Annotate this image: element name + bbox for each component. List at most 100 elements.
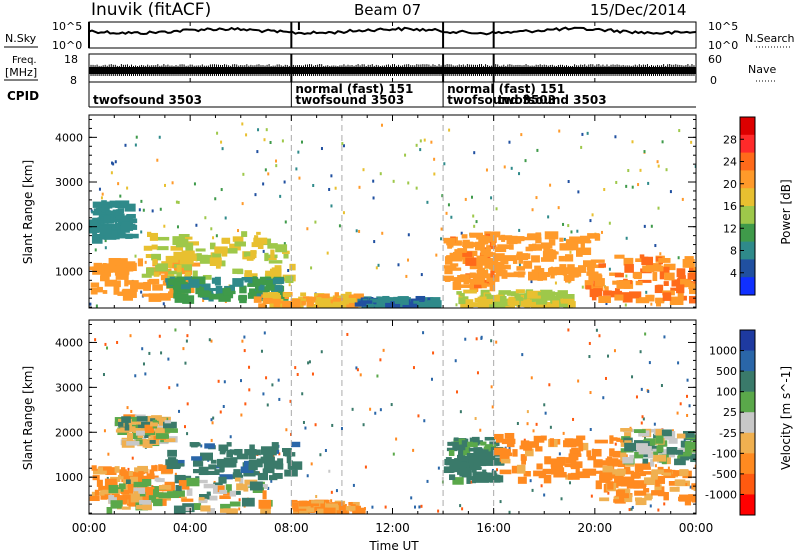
heat-cell: [460, 455, 469, 462]
heat-cell: [483, 452, 490, 461]
heat-cell: [473, 458, 487, 467]
velocity-heatmap: [89, 320, 696, 514]
heat-cell: [182, 295, 195, 304]
heat-cell: [301, 392, 304, 396]
heat-cell: [148, 293, 162, 302]
heat-cell: [341, 142, 344, 146]
heat-cell: [374, 411, 377, 415]
heat-cell: [338, 224, 341, 228]
heat-cell: [466, 278, 478, 283]
heat-cell: [264, 168, 267, 172]
heat-cell: [447, 203, 450, 207]
heat-cell: [115, 215, 126, 220]
cpid-text: twofsound 3503: [93, 93, 202, 107]
heat-cell: [101, 192, 104, 196]
heat-cell: [637, 183, 640, 187]
heat-cell: [304, 426, 307, 430]
heat-cell: [650, 459, 655, 467]
heat-cell: [384, 505, 387, 509]
heat-cell: [251, 242, 264, 248]
heat-cell: [528, 271, 539, 281]
heat-cell: [283, 451, 292, 457]
heat-cell: [538, 271, 550, 278]
heat-cell: [484, 302, 499, 308]
heat-cell: [169, 265, 177, 269]
heat-cell: [650, 471, 659, 478]
heat-cell: [466, 476, 471, 484]
heat-cell: [651, 490, 663, 496]
heat-cell: [176, 383, 179, 387]
heat-cell: [607, 491, 610, 495]
power-colorbar: 28 24 20 16 12 8 4: [723, 116, 756, 296]
heat-cell: [484, 252, 496, 257]
heat-cell: [595, 480, 602, 490]
heat-cell: [518, 255, 523, 264]
heat-cell: [181, 284, 190, 290]
heat-cell: [510, 166, 513, 170]
heat-cell: [238, 498, 241, 502]
heat-cell: [209, 287, 220, 292]
colorbar-swatch: [740, 453, 755, 475]
heat-cell: [262, 490, 267, 500]
heat-cell: [663, 263, 676, 271]
heat-cell: [177, 200, 180, 204]
heat-cell: [479, 428, 482, 432]
heat-cell: [677, 256, 680, 260]
heat-cell: [423, 419, 426, 423]
heat-cell: [607, 354, 610, 358]
colorbar-label: 20: [723, 178, 737, 191]
heat-cell: [262, 279, 273, 286]
heat-cell: [198, 498, 208, 504]
heat-cell: [215, 234, 218, 238]
heat-cell: [90, 282, 100, 288]
freq-tick-low: 8: [70, 74, 77, 87]
heat-cell: [199, 283, 211, 293]
heat-cell: [328, 469, 331, 473]
colorbar-swatch: [740, 152, 755, 171]
heat-cell: [531, 488, 534, 492]
heat-cell: [253, 289, 267, 296]
heat-cell: [158, 135, 161, 139]
heat-cell: [590, 494, 593, 498]
heat-cell: [562, 271, 568, 276]
heat-cell: [289, 263, 296, 271]
heat-cell: [622, 456, 634, 464]
heat-cell: [204, 216, 207, 220]
heat-cell: [108, 257, 121, 266]
heat-cell: [108, 494, 115, 504]
heat-cell: [371, 505, 374, 509]
heat-cell: [602, 396, 605, 400]
heat-cell: [100, 275, 108, 282]
heat-cell: [577, 265, 587, 273]
heat-cell: [94, 248, 97, 252]
colorbar-swatch: [740, 241, 755, 260]
heat-cell: [300, 292, 307, 297]
cpid-text: twofsound 3503: [498, 93, 607, 107]
heat-cell: [616, 280, 631, 289]
heat-cell: [279, 300, 294, 308]
heat-cell: [173, 505, 186, 514]
heat-cell: [198, 493, 211, 499]
heat-cell: [534, 265, 542, 273]
colorbar-label: 1000: [709, 345, 737, 358]
heat-cell: [694, 165, 696, 169]
heat-cell: [663, 502, 666, 506]
heat-cell: [527, 290, 541, 299]
heat-cell: [426, 200, 429, 204]
heat-cell: [558, 129, 561, 133]
power-colorbar-title: Power [dB]: [779, 179, 793, 244]
heat-cell: [351, 407, 354, 411]
heat-cell: [634, 490, 647, 496]
heat-cell: [114, 466, 120, 473]
heat-cell: [527, 233, 541, 238]
heat-cell: [186, 432, 189, 436]
heat-cell: [129, 476, 139, 485]
heat-cell: [101, 264, 116, 272]
heat-cell: [662, 292, 672, 301]
heat-cell: [614, 135, 617, 139]
heat-cell: [214, 469, 224, 473]
heat-cell: [645, 290, 648, 294]
heat-cell: [490, 270, 495, 278]
heat-cell: [299, 510, 309, 514]
heat-cell: [461, 457, 471, 467]
